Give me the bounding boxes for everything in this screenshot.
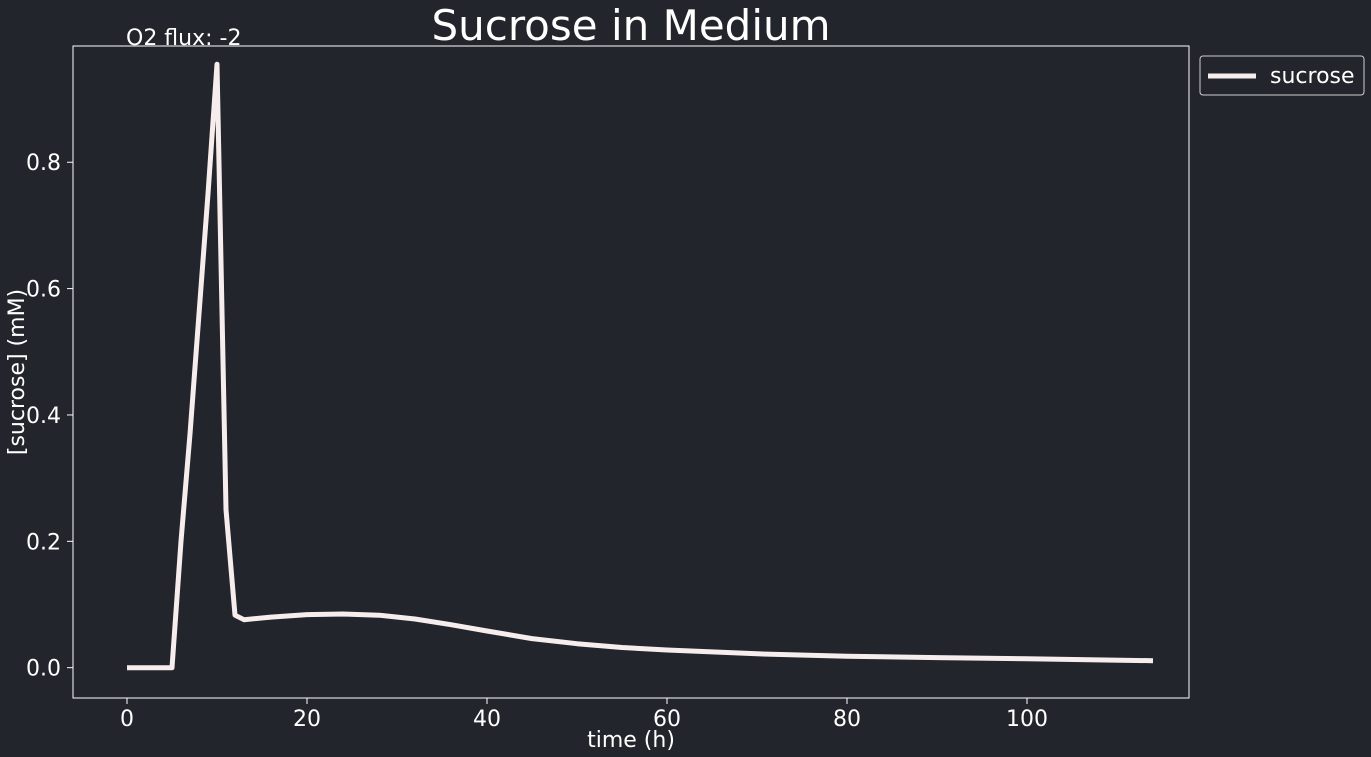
legend-label-sucrose: sucrose <box>1270 64 1355 89</box>
legend-box <box>1199 55 1365 96</box>
y-tick-label: 0.2 <box>26 530 61 555</box>
y-tick-label: 0.0 <box>26 657 61 682</box>
series-line-sucrose <box>127 61 1154 671</box>
chart-annotation: O2 flux: -2 <box>126 26 241 51</box>
x-tick-label: 40 <box>473 707 501 732</box>
x-axis: 0 20 40 60 80 100 <box>120 698 1048 732</box>
x-axis-label: time (h) <box>587 728 675 753</box>
y-axis: 0.0 0.2 0.4 0.6 0.8 <box>26 151 73 682</box>
legend: sucrose <box>1199 55 1365 96</box>
x-tick-label: 60 <box>653 707 681 732</box>
x-tick-label: 20 <box>293 707 321 732</box>
x-tick-label: 100 <box>1006 707 1048 732</box>
plot-frame <box>72 45 1190 699</box>
x-tick-label: 80 <box>833 707 861 732</box>
y-tick-label: 0.8 <box>26 151 61 176</box>
y-tick-label: 0.4 <box>26 404 61 429</box>
x-tick-label: 0 <box>120 707 134 732</box>
plot-area <box>72 45 1190 699</box>
y-tick-label: 0.6 <box>26 278 61 303</box>
y-axis-label: [sucrose] (mM) <box>5 289 30 455</box>
series-layer <box>127 61 1154 671</box>
chart-title: Sucrose in Medium <box>431 1 830 50</box>
